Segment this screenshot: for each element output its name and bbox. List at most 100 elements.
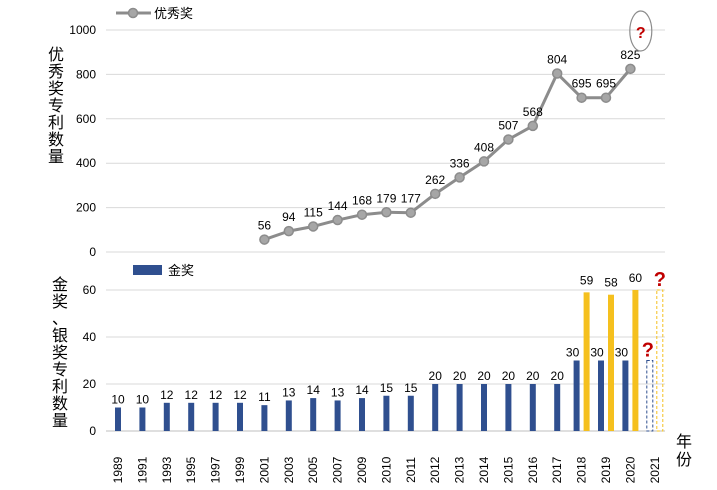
excellence-award-data-label: 168 bbox=[352, 194, 372, 208]
excellence-award-data-label: 262 bbox=[425, 173, 445, 187]
gold-award-bar bbox=[481, 384, 487, 431]
gold-award-data-label: 15 bbox=[404, 381, 418, 395]
bottom-gridlines: 0 20 40 60 bbox=[83, 283, 665, 438]
gold-award-bar bbox=[261, 405, 268, 431]
excellence-award-point bbox=[527, 120, 539, 132]
excellence-award-data-label: 695 bbox=[572, 77, 592, 91]
gold-award-data-label: 20 bbox=[429, 369, 443, 383]
excellence-award-point bbox=[454, 172, 465, 183]
line-legend-label: 优秀奖 bbox=[154, 6, 193, 21]
excellence-award-data-label: 115 bbox=[304, 205, 323, 219]
gold-award-bar bbox=[310, 398, 317, 431]
gold-award-bar bbox=[529, 384, 536, 431]
excellence-award-point bbox=[332, 214, 343, 226]
excellence-award-point bbox=[503, 134, 514, 145]
excellence-award-data-label: 144 bbox=[328, 199, 348, 213]
bar-legend-swatch bbox=[133, 265, 162, 275]
gold-award-data-label: 14 bbox=[307, 383, 321, 397]
excellence-award-line bbox=[263, 67, 632, 241]
x-tick-label: 1995 bbox=[184, 456, 198, 483]
gold-award-data-label: 12 bbox=[160, 388, 174, 402]
gold-award-data-label: 30 bbox=[566, 346, 580, 360]
x-tick-label: 2007 bbox=[331, 456, 345, 483]
gold-award-bar bbox=[285, 400, 292, 431]
excellence-award-data-label: 695 bbox=[596, 77, 616, 91]
gold-award-data-label: 20 bbox=[502, 369, 516, 383]
pending-2021-question-mark: ? bbox=[636, 25, 646, 42]
excellence-award-data-label: 177 bbox=[401, 192, 421, 206]
x-tick-label: 2019 bbox=[599, 456, 613, 483]
pending-gold-2021-bar bbox=[646, 360, 654, 432]
bar-legend: 金奖 bbox=[133, 263, 194, 278]
gold-award-bar bbox=[237, 402, 243, 431]
x-tick-label: 2009 bbox=[355, 456, 369, 483]
excellence-award-point bbox=[576, 92, 587, 103]
x-axis-label: 年份 bbox=[676, 433, 692, 469]
x-tick-label: 2003 bbox=[282, 456, 296, 483]
bottom-y-tick-label: 40 bbox=[83, 330, 97, 344]
x-tick-label: 2012 bbox=[428, 456, 442, 483]
gold-award-bar bbox=[432, 384, 439, 431]
top-y-tick-label: 400 bbox=[76, 156, 96, 170]
gold-award-bar bbox=[554, 384, 561, 431]
x-tick-label: 2016 bbox=[526, 456, 540, 483]
excellence-award-point bbox=[283, 225, 295, 237]
x-tick-label: 1989 bbox=[111, 456, 125, 483]
silver-award-data-label: 59 bbox=[580, 273, 594, 287]
excellence-award-data-label: 804 bbox=[547, 53, 567, 67]
x-tick-label: 1997 bbox=[209, 456, 223, 483]
pending-silver-2021-bar bbox=[656, 289, 664, 432]
bottom-y-tick-label: 20 bbox=[83, 377, 97, 391]
top-y-tick-label: 800 bbox=[76, 67, 96, 81]
x-axis-ticks: 1989 1991 1993 1995 1997 1999 2001 2003 2005 2007… bbox=[111, 456, 662, 483]
gold-award-data-label: 30 bbox=[590, 346, 604, 360]
x-tick-label: 2011 bbox=[404, 457, 418, 483]
x-tick-label: 2021 bbox=[648, 456, 662, 483]
excellence-award-data-label: 56 bbox=[258, 219, 272, 233]
x-tick-label: 2017 bbox=[550, 456, 564, 483]
gold-award-bar bbox=[573, 360, 580, 431]
top-y-tick-label: 1000 bbox=[69, 23, 96, 37]
x-tick-label: 2014 bbox=[477, 456, 491, 483]
gold-award-bar bbox=[139, 407, 146, 431]
bottom-y-axis-label: 金奖、银奖专利数量 bbox=[52, 276, 68, 430]
gold-award-data-label: 13 bbox=[282, 385, 296, 399]
gold-award-data-label: 14 bbox=[355, 383, 369, 397]
gold-award-bar bbox=[456, 384, 463, 431]
excellence-award-point bbox=[259, 234, 270, 245]
excellence-award-data-label: 825 bbox=[620, 48, 640, 62]
excellence-award-data-label: 179 bbox=[376, 191, 396, 205]
bar-legend-label: 金奖 bbox=[168, 263, 194, 278]
gold-award-data-label: 20 bbox=[453, 369, 467, 383]
x-tick-label: 2020 bbox=[623, 456, 637, 483]
gold-award-bar bbox=[334, 400, 341, 431]
excellence-award-point bbox=[600, 92, 612, 103]
gold-award-data-label: 15 bbox=[380, 381, 394, 395]
excellence-award-point bbox=[381, 207, 392, 218]
excellence-award-point bbox=[405, 207, 417, 218]
gold-award-data-label: 20 bbox=[477, 369, 491, 383]
x-tick-label: 2018 bbox=[575, 456, 589, 483]
pending-2021-ellipse bbox=[629, 10, 653, 52]
gold-award-data-label: 20 bbox=[526, 369, 540, 383]
gold-award-bar bbox=[505, 384, 512, 431]
silver-award-bar bbox=[632, 290, 639, 431]
top-y-tick-label: 600 bbox=[76, 112, 96, 126]
gold-award-bar bbox=[115, 407, 121, 431]
gold-award-bar bbox=[407, 395, 414, 431]
silver-award-data-label: 60 bbox=[629, 271, 643, 285]
gold-award-bar bbox=[212, 402, 219, 431]
top-y-tick-label: 0 bbox=[89, 245, 96, 259]
x-tick-label: 1991 bbox=[135, 456, 149, 483]
excellence-award-point bbox=[356, 209, 368, 220]
silver-award-bar bbox=[583, 292, 590, 431]
excellence-award-point bbox=[429, 188, 441, 200]
x-tick-label: 2005 bbox=[306, 456, 320, 483]
gold-award-data-label: 10 bbox=[136, 393, 150, 407]
excellence-award-point bbox=[478, 156, 490, 167]
x-tick-label: 1999 bbox=[233, 456, 247, 483]
line-legend: 优秀奖 bbox=[116, 6, 193, 21]
top-y-axis-label: 优秀奖专利数量 bbox=[48, 46, 64, 166]
x-tick-label: 2010 bbox=[379, 456, 393, 483]
